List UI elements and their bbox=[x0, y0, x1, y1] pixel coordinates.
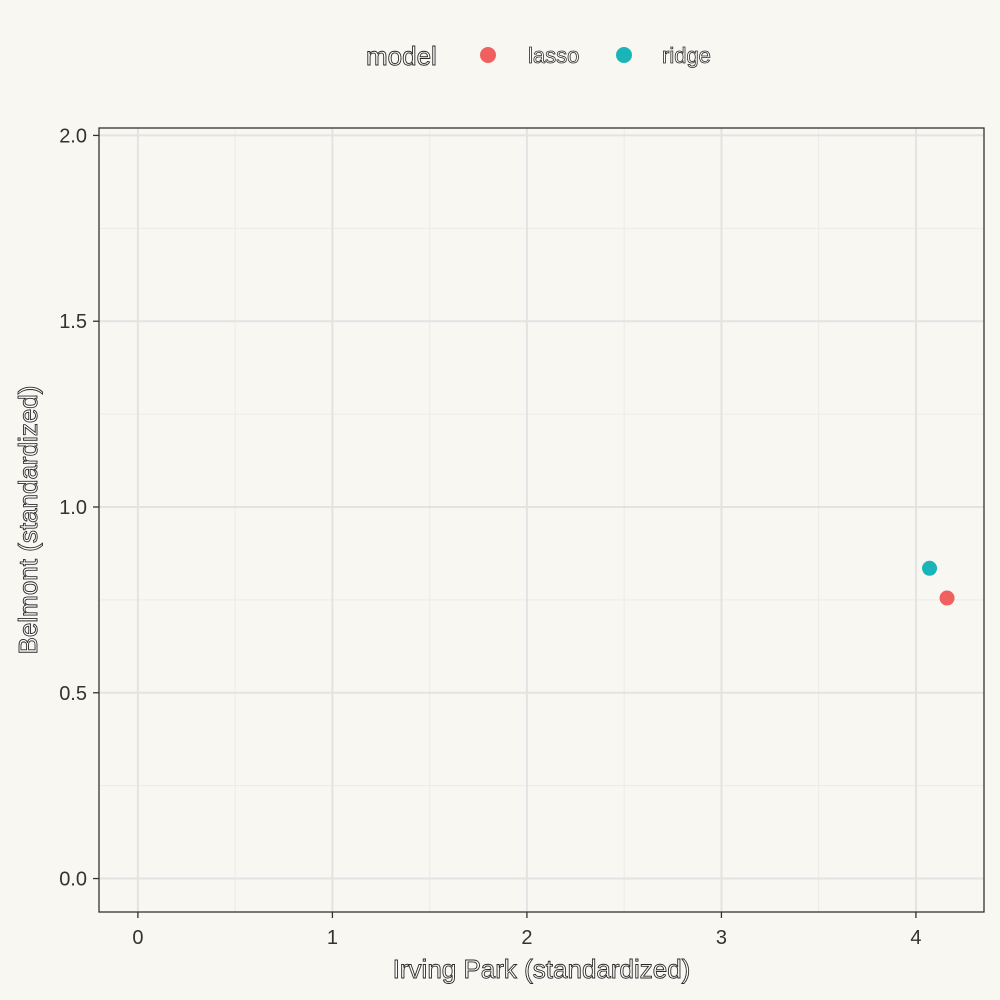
x-tick-label: 3 bbox=[716, 927, 727, 949]
y-axis: 0.0 0.5 1.0 1.5 2.0 bbox=[59, 125, 99, 891]
minor-gridlines bbox=[99, 128, 984, 912]
y-tick-label: 2.0 bbox=[59, 125, 87, 147]
x-tick-label: 4 bbox=[910, 927, 921, 949]
data-point-lasso bbox=[939, 590, 955, 606]
x-tick-label: 1 bbox=[327, 927, 338, 949]
data-points bbox=[922, 560, 955, 606]
panel-border bbox=[98, 127, 985, 913]
legend-key-ridge bbox=[616, 47, 632, 63]
y-tick-label: 0.0 bbox=[59, 869, 87, 891]
major-gridlines bbox=[99, 128, 984, 912]
x-tick-label: 0 bbox=[132, 927, 143, 949]
panel-background bbox=[99, 128, 984, 912]
legend-label-ridge: ridge bbox=[662, 43, 711, 68]
y-tick-label: 0.5 bbox=[59, 683, 87, 705]
data-point-ridge bbox=[922, 560, 938, 576]
x-axis-title: Irving Park (standardized) bbox=[393, 954, 691, 984]
legend-key-lasso bbox=[480, 47, 496, 63]
x-axis: 0 1 2 3 4 bbox=[132, 912, 921, 949]
legend-label-lasso: lasso bbox=[528, 43, 579, 68]
legend: model lasso ridge bbox=[366, 41, 712, 72]
x-tick-label: 2 bbox=[521, 927, 532, 949]
y-tick-label: 1.0 bbox=[59, 497, 87, 519]
legend-title: model bbox=[366, 41, 437, 71]
y-tick-label: 1.5 bbox=[59, 311, 87, 333]
y-axis-title: Belmont (standardized) bbox=[13, 386, 43, 655]
plot-panel bbox=[98, 127, 985, 913]
